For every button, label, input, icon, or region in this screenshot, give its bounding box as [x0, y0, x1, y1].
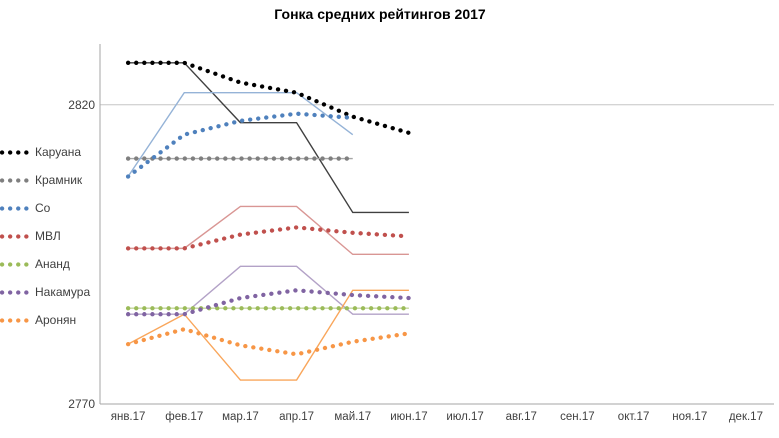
legend-marker-icon [0, 149, 31, 155]
legend-item-МВЛ: МВЛ [0, 227, 61, 245]
x-axis-tick-10: окт.17 [617, 411, 650, 423]
legend-label: Каруана [35, 145, 82, 159]
legend-marker-icon [0, 289, 31, 295]
x-axis-tick-7: июл.17 [446, 411, 484, 423]
legend-item-Крамник: Крамник [0, 171, 82, 189]
series-solid-Со [127, 92, 354, 177]
x-axis-tick-8: авг.17 [505, 411, 537, 423]
series-dotted-Каруана [125, 60, 412, 135]
x-axis-tick-5: май.17 [334, 411, 372, 423]
series-dotted-Аронян [125, 327, 412, 357]
x-axis-tick-3: мар.17 [222, 411, 259, 423]
legend-item-Ананд: Ананд [0, 255, 70, 273]
x-axis-tick-12: дек.17 [728, 411, 763, 423]
series-dotted-Со [125, 111, 355, 179]
series-dotted-Накамура [125, 288, 412, 317]
legend-marker-icon [0, 233, 31, 239]
legend-item-Аронян: Аронян [0, 311, 76, 329]
legend-item-Со: Со [0, 199, 50, 217]
legend-marker-icon [0, 205, 31, 211]
y-axis-tick-2770: 2770 [68, 397, 95, 411]
legend-label: МВЛ [35, 229, 61, 243]
x-axis-tick-6: июн.17 [390, 411, 428, 423]
legend-marker-icon [0, 261, 31, 267]
legend-item-Каруана: Каруана [0, 143, 81, 161]
x-axis-tick-1: янв.17 [110, 411, 146, 423]
x-axis-tick-4: апр.17 [279, 411, 315, 423]
series-dotted-МВЛ [125, 225, 412, 251]
legend-item-Накамура: Накамура [0, 283, 90, 301]
x-axis-tick-2: фев.17 [165, 411, 204, 423]
series-solid-Аронян [127, 289, 409, 381]
chart-title: Гонка средних рейтингов 2017 [274, 6, 486, 22]
x-axis-tick-11: ноя.17 [672, 411, 708, 423]
legend-label: Накамура [35, 285, 91, 299]
legend-label: Ананд [35, 257, 70, 271]
legend-marker-icon [0, 177, 31, 183]
x-axis-tick-9: сен.17 [560, 411, 595, 423]
legend-label: Аронян [35, 313, 77, 327]
series-solid-Каруана [128, 62, 409, 214]
legend-label: Крамник [35, 173, 83, 187]
legend-label: Со [35, 201, 51, 215]
legend-marker-icon [0, 317, 31, 323]
y-axis-tick-2820: 2820 [68, 97, 95, 112]
